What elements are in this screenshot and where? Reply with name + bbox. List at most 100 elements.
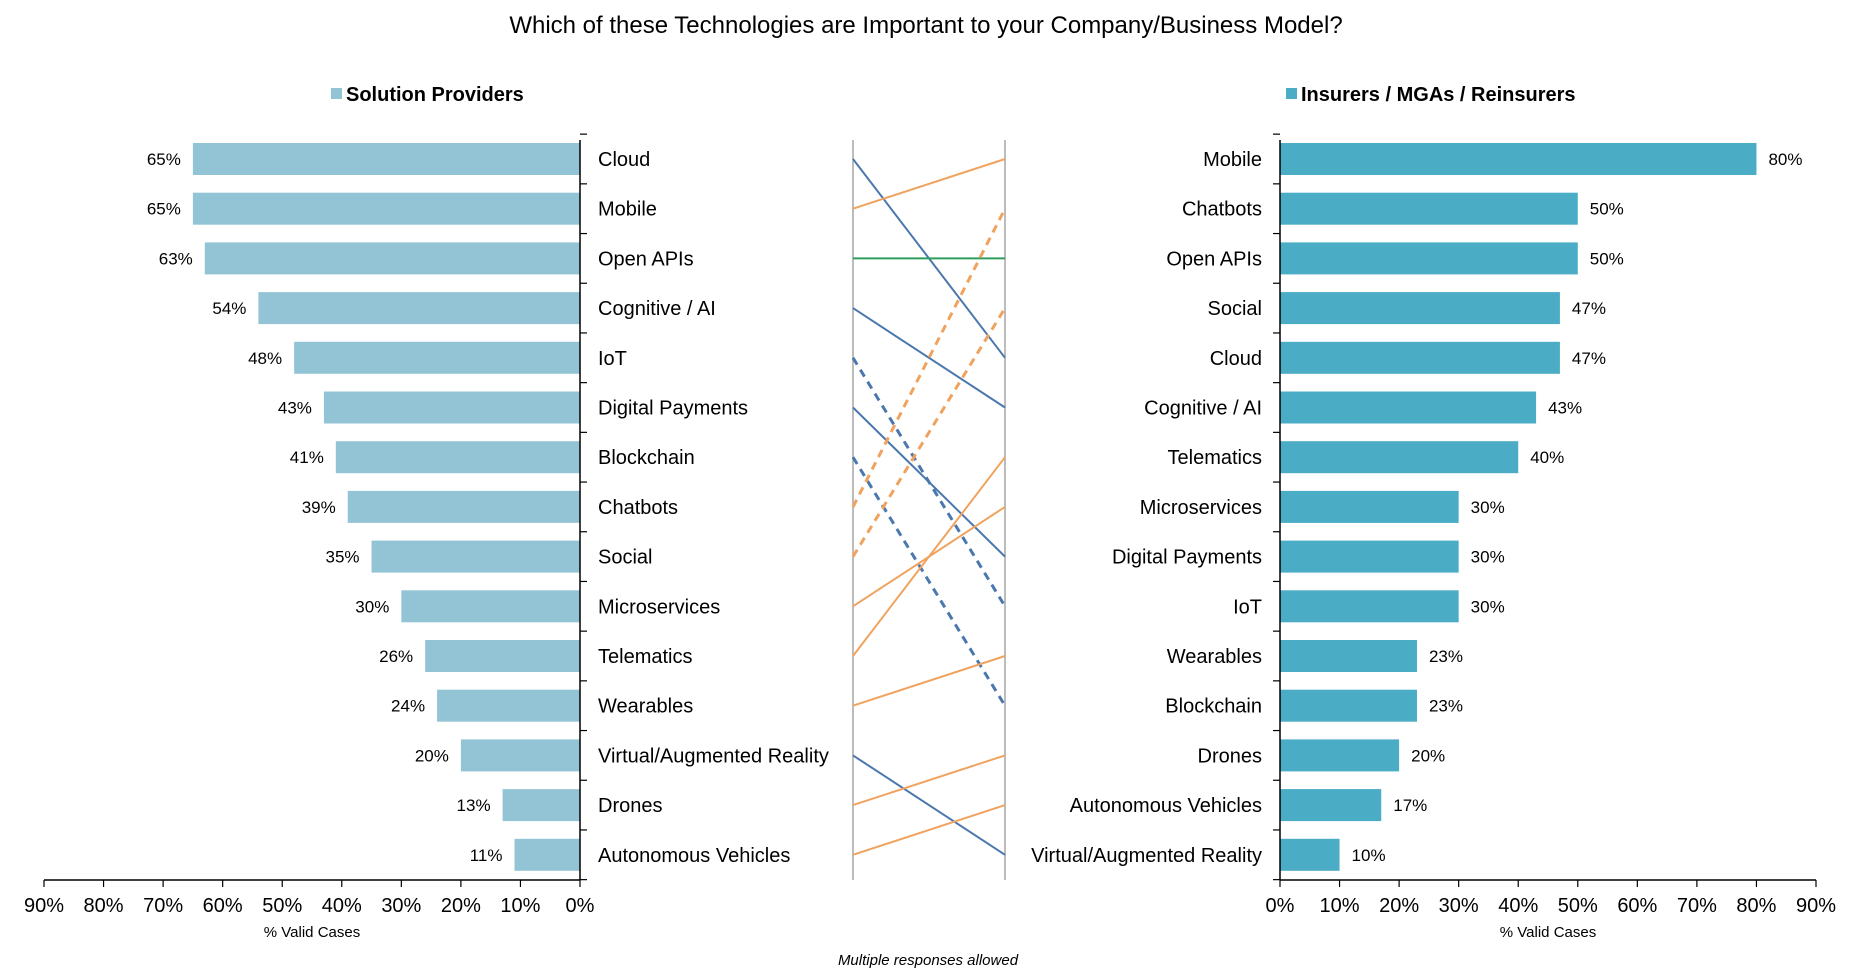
legend-label-right: Insurers / MGAs / Reinsurers xyxy=(1301,84,1576,106)
legend-swatch-right xyxy=(1286,88,1297,99)
left-category-label: Open APIs xyxy=(598,248,694,270)
left-category-label: Drones xyxy=(598,795,662,817)
connector-line xyxy=(851,208,1007,508)
left-bar xyxy=(401,590,580,623)
left-x-tick-label: 50% xyxy=(262,895,302,917)
left-data-label: 41% xyxy=(290,448,324,467)
right-data-label: 10% xyxy=(1352,846,1386,865)
right-category-label: Social xyxy=(1208,298,1262,320)
right-category-label: Cloud xyxy=(1210,348,1262,370)
right-bar xyxy=(1280,242,1578,275)
left-category-label: Virtual/Augmented Reality xyxy=(598,745,829,767)
left-data-label: 35% xyxy=(326,548,360,567)
left-bar xyxy=(294,341,580,374)
right-category-label: Chatbots xyxy=(1182,199,1262,221)
connector-line xyxy=(852,754,1006,856)
left-category-label: Digital Payments xyxy=(598,398,748,420)
left-x-tick-label: 40% xyxy=(322,895,362,917)
right-x-tick-label: 90% xyxy=(1796,895,1836,917)
right-category-label: Telematics xyxy=(1168,447,1262,469)
right-category-label: Drones xyxy=(1198,745,1262,767)
legend-swatch-left xyxy=(331,88,342,99)
right-data-label: 23% xyxy=(1429,647,1463,666)
chart-title: Which of these Technologies are Importan… xyxy=(509,12,1342,39)
right-bar xyxy=(1280,292,1560,325)
right-bar xyxy=(1280,689,1417,722)
right-category-label: IoT xyxy=(1233,596,1262,618)
left-bar xyxy=(460,739,580,772)
left-category-label: Autonomous Vehicles xyxy=(598,845,790,867)
right-x-tick-label: 0% xyxy=(1266,895,1295,917)
right-x-tick-label: 20% xyxy=(1379,895,1419,917)
left-data-label: 65% xyxy=(147,200,181,219)
left-category-label: Wearables xyxy=(598,696,693,718)
left-bar xyxy=(323,391,580,424)
left-data-label: 26% xyxy=(379,647,413,666)
connector-line xyxy=(852,406,1006,558)
legend-right: Insurers / MGAs / Reinsurers xyxy=(1286,84,1576,106)
left-category-label: Cloud xyxy=(598,149,650,171)
right-data-label: 47% xyxy=(1572,299,1606,318)
right-category-label: Microservices xyxy=(1140,497,1262,519)
left-category-label: Microservices xyxy=(598,596,720,618)
connector-line xyxy=(851,307,1007,558)
left-data-label: 20% xyxy=(415,746,449,765)
left-x-tick-label: 10% xyxy=(500,895,540,917)
rank-connectors xyxy=(851,140,1007,880)
right-data-label: 50% xyxy=(1590,200,1624,219)
left-x-tick-label: 60% xyxy=(203,895,243,917)
left-x-tick-label: 0% xyxy=(566,895,595,917)
connector-line xyxy=(851,456,1007,707)
left-bar xyxy=(192,192,580,225)
right-category-label: Autonomous Vehicles xyxy=(1070,795,1262,817)
right-bar xyxy=(1280,341,1560,374)
right-bar xyxy=(1280,590,1459,623)
left-data-label: 39% xyxy=(302,498,336,517)
right-data-label: 43% xyxy=(1548,399,1582,418)
left-bar xyxy=(347,490,580,523)
left-category-label: Social xyxy=(598,547,652,569)
right-bar xyxy=(1280,391,1537,424)
left-bar xyxy=(192,143,580,175)
left-x-tick-label: 80% xyxy=(84,895,124,917)
left-category-label: Mobile xyxy=(598,199,657,221)
left-data-label: 54% xyxy=(212,299,246,318)
right-category-label: Virtual/Augmented Reality xyxy=(1031,845,1262,867)
right-x-tick-label: 30% xyxy=(1439,895,1479,917)
left-panel: 65% Cloud 65% Mobile 63% Open APIs 54% Cognitiv… xyxy=(24,133,829,917)
left-bar xyxy=(204,242,581,275)
connector-line xyxy=(852,307,1006,409)
right-data-label: 30% xyxy=(1471,597,1505,616)
left-data-label: 30% xyxy=(355,597,389,616)
left-data-label: 11% xyxy=(470,846,503,865)
left-category-label: IoT xyxy=(598,348,627,370)
connector-line xyxy=(852,655,1006,707)
right-category-label: Cognitive / AI xyxy=(1144,398,1262,420)
left-bar xyxy=(425,640,580,672)
legend-label-left: Solution Providers xyxy=(346,84,524,106)
right-bar xyxy=(1280,143,1757,175)
right-x-tick-label: 70% xyxy=(1677,895,1717,917)
right-x-tick-label: 10% xyxy=(1320,895,1360,917)
right-data-label: 30% xyxy=(1471,498,1505,517)
right-x-tick-label: 60% xyxy=(1617,895,1657,917)
right-data-label: 23% xyxy=(1429,697,1463,716)
left-category-label: Cognitive / AI xyxy=(598,298,716,320)
left-bar xyxy=(514,838,580,871)
left-data-label: 63% xyxy=(159,249,193,268)
right-bar xyxy=(1280,490,1459,523)
right-category-label: Open APIs xyxy=(1166,248,1262,270)
connector-line xyxy=(852,456,1006,657)
left-data-label: 65% xyxy=(147,150,181,169)
right-category-label: Wearables xyxy=(1167,646,1262,668)
right-x-tick-label: 80% xyxy=(1736,895,1776,917)
right-x-axis-label: % Valid Cases xyxy=(1500,924,1596,941)
connector-line xyxy=(852,754,1006,807)
right-category-label: Mobile xyxy=(1203,149,1262,171)
right-category-label: Digital Payments xyxy=(1112,547,1262,569)
connector-line xyxy=(852,804,1006,856)
connector-line xyxy=(852,158,1006,210)
left-data-label: 43% xyxy=(278,399,312,418)
left-x-axis-label: % Valid Cases xyxy=(264,924,360,941)
